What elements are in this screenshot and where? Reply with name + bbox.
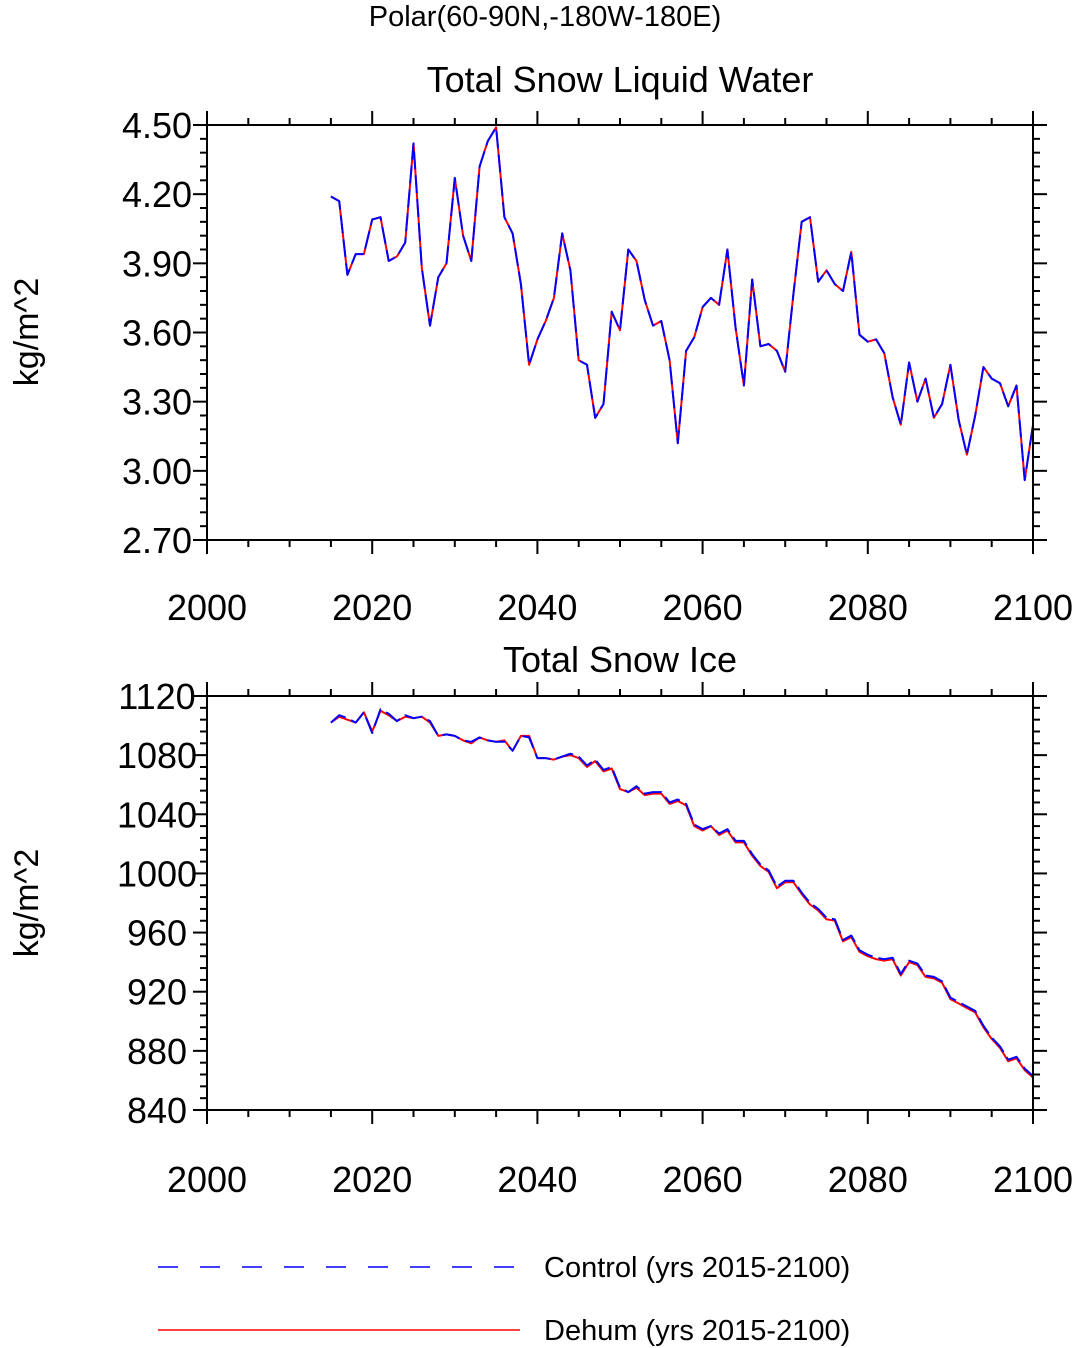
legend: Control (yrs 2015-2100) Dehum (yrs 2015-… (158, 1252, 850, 1347)
x-tick-label: 2000 (167, 587, 247, 628)
series-line-control (330, 126, 1034, 482)
plot-frame (206, 695, 1034, 1111)
x-tick-label: 2060 (663, 587, 743, 628)
panel-snow-liquid-water: Total Snow Liquid Water kg/m^2 2000 2020 2… (8, 59, 1073, 628)
y-tick-label: 3.00 (122, 451, 192, 492)
y-tick-label: 2.70 (122, 520, 192, 561)
main-title: Polar(60-90N,-180W-180E) (369, 1, 721, 33)
axis-ticks: 2000 2020 2040 2060 2080 2100 2.70 3.00 3.30 3.60… (122, 105, 1073, 628)
x-tick-label: 2100 (993, 587, 1073, 628)
series-line-control (330, 708, 1034, 1077)
y-tick-label: 4.50 (122, 105, 192, 146)
y-tick-label: 920 (127, 972, 187, 1013)
y-tick-label: 3.90 (122, 243, 192, 284)
x-tick-label: 2060 (663, 1159, 743, 1200)
x-tick-label: 2020 (332, 587, 412, 628)
y-tick-label: 1040 (117, 794, 197, 835)
series-line-dehum (330, 126, 1034, 482)
y-tick-label: 960 (127, 913, 187, 954)
plot-frame (206, 124, 1034, 541)
y-tick-label: 840 (127, 1090, 187, 1131)
y-tick-label: 3.30 (122, 382, 192, 423)
panel-snow-ice: Total Snow Ice kg/m^2 2000 2020 2040 2060 20… (8, 639, 1073, 1200)
x-tick-label: 2040 (497, 587, 577, 628)
y-tick-label: 880 (127, 1031, 187, 1072)
y-tick-label: 1080 (117, 735, 197, 776)
legend-label-dehum: Dehum (yrs 2015-2100) (544, 1315, 850, 1347)
y-axis-label: kg/m^2 (8, 278, 46, 387)
legend-label-control: Control (yrs 2015-2100) (544, 1252, 850, 1284)
series-line-dehum (330, 709, 1034, 1079)
y-tick-label: 1120 (118, 676, 195, 717)
y-axis-label: kg/m^2 (8, 849, 46, 958)
x-tick-label: 2100 (993, 1159, 1073, 1200)
plot-series (330, 126, 1034, 482)
x-tick-label: 2040 (497, 1159, 577, 1200)
x-tick-label: 2020 (332, 1159, 412, 1200)
x-tick-label: 2080 (828, 587, 908, 628)
panel-title: Total Snow Liquid Water (427, 59, 814, 100)
x-tick-label: 2080 (828, 1159, 908, 1200)
y-tick-label: 4.20 (122, 174, 192, 215)
y-tick-label: 3.60 (122, 313, 192, 354)
x-tick-label: 2000 (167, 1159, 247, 1200)
axis-ticks: 2000 2020 2040 2060 2080 2100 840 880 920 960 1000… (117, 676, 1073, 1200)
plot-series (330, 708, 1034, 1079)
panel-title: Total Snow Ice (503, 639, 737, 680)
y-tick-label: 1000 (117, 853, 197, 894)
